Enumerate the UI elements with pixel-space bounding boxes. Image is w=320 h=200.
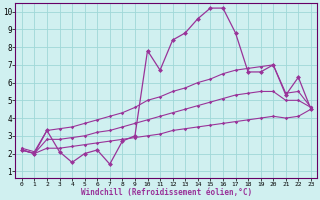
X-axis label: Windchill (Refroidissement éolien,°C): Windchill (Refroidissement éolien,°C)	[81, 188, 252, 197]
